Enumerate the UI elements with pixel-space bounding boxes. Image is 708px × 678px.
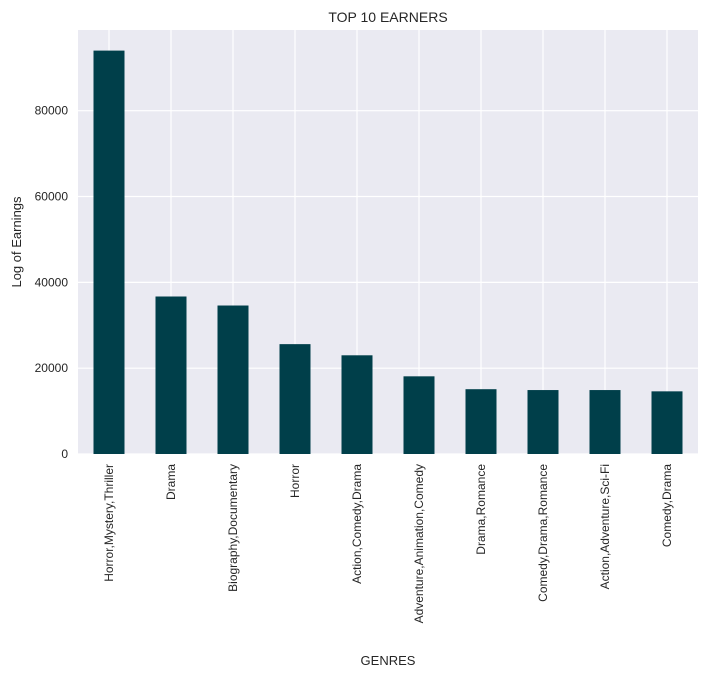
x-tick-label: Action,Adventure,Sci-Fi <box>598 464 612 589</box>
x-tick-label: Comedy,Drama,Romance <box>536 464 550 602</box>
chart-title: TOP 10 EARNERS <box>328 9 447 25</box>
bar <box>465 389 497 454</box>
bar <box>341 355 373 454</box>
x-tick-label: Horror,Mystery,Thriller <box>102 464 116 582</box>
bar <box>589 390 621 454</box>
x-tick-label: Comedy,Drama <box>660 464 674 547</box>
bar <box>93 50 125 455</box>
y-axis-label: Log of Earnings <box>9 196 24 288</box>
y-tick-label: 80000 <box>35 104 69 118</box>
bars <box>93 50 683 455</box>
y-tick-label: 60000 <box>35 190 69 204</box>
bar <box>217 305 249 454</box>
bar <box>527 390 559 454</box>
x-tick-label: Action,Comedy,Drama <box>350 464 364 584</box>
x-tick-label: Horror <box>288 464 302 498</box>
y-tick-label: 40000 <box>35 275 69 289</box>
y-axis-ticks: 0 20000 40000 60000 80000 <box>35 104 69 461</box>
bar <box>279 344 311 454</box>
x-axis-ticks: Horror,Mystery,Thriller Drama Biography,Do… <box>102 464 674 624</box>
x-tick-label: Drama,Romance <box>474 464 488 555</box>
y-tick-label: 20000 <box>35 361 69 375</box>
bar <box>403 376 435 454</box>
x-tick-label: Biography,Documentary <box>226 464 240 592</box>
x-tick-label: Drama <box>164 464 178 500</box>
bar <box>155 296 187 454</box>
bar <box>651 391 683 454</box>
y-tick-label: 0 <box>61 447 68 461</box>
x-tick-label: Adventure,Animation,Comedy <box>412 464 426 623</box>
x-axis-label: GENRES <box>361 653 416 668</box>
